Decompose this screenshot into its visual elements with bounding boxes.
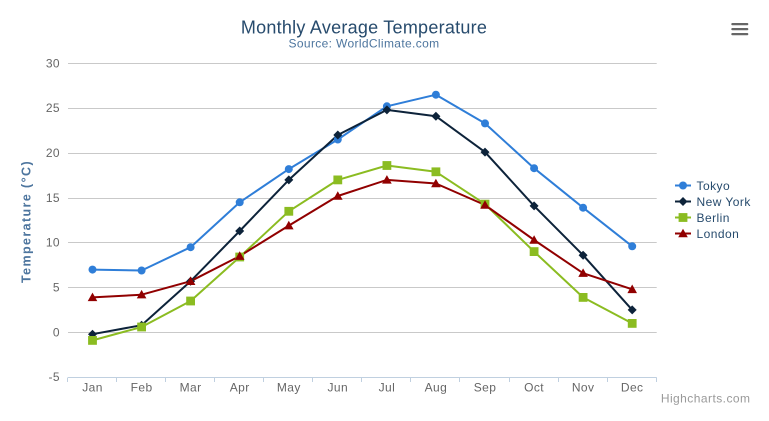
svg-text:Mar: Mar [180, 381, 202, 395]
svg-text:30: 30 [46, 56, 60, 70]
svg-text:Aug: Aug [425, 381, 448, 395]
svg-text:Tokyo: Tokyo [697, 179, 731, 193]
svg-text:Monthly Average Temperature: Monthly Average Temperature [241, 18, 487, 38]
svg-text:Apr: Apr [230, 381, 250, 395]
svg-text:May: May [277, 381, 301, 395]
svg-text:Sep: Sep [474, 381, 497, 395]
svg-text:15: 15 [46, 191, 60, 205]
svg-text:Source: WorldClimate.com: Source: WorldClimate.com [289, 37, 440, 51]
svg-text:Feb: Feb [131, 381, 153, 395]
svg-text:Oct: Oct [524, 381, 544, 395]
svg-text:New York: New York [697, 195, 752, 209]
svg-text:25: 25 [46, 101, 60, 115]
svg-text:Highcharts.com: Highcharts.com [661, 392, 751, 406]
svg-text:5: 5 [53, 281, 60, 295]
svg-text:20: 20 [46, 146, 60, 160]
svg-text:-5: -5 [49, 370, 60, 384]
svg-text:Berlin: Berlin [697, 211, 730, 225]
svg-text:Nov: Nov [572, 381, 595, 395]
svg-text:Jul: Jul [379, 381, 396, 395]
svg-text:Temperature (°C): Temperature (°C) [20, 160, 34, 283]
svg-text:London: London [697, 227, 740, 241]
svg-text:Jun: Jun [328, 381, 349, 395]
svg-text:Jan: Jan [82, 381, 103, 395]
svg-text:0: 0 [53, 325, 60, 339]
svg-text:10: 10 [46, 236, 60, 250]
svg-text:Dec: Dec [621, 381, 644, 395]
